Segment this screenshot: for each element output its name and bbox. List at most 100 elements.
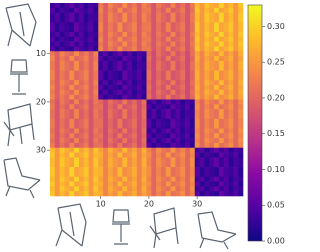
heatmap-cell — [141, 70, 147, 76]
heatmap-cell — [228, 171, 234, 177]
heatmap-cell — [59, 147, 65, 153]
heatmap-cell — [50, 65, 56, 71]
heatmap-cell — [189, 7, 196, 13]
heatmap-cell — [83, 123, 89, 129]
heatmap-cell — [209, 118, 215, 124]
heatmap-cell — [112, 191, 118, 197]
heatmap-cell — [50, 123, 56, 129]
heatmap-cell — [165, 89, 171, 95]
heatmap-cell — [112, 123, 118, 129]
heatmap-cell — [122, 123, 128, 129]
heatmap-cell — [127, 7, 133, 13]
heatmap-cell — [132, 12, 138, 18]
heatmap-cell — [238, 123, 244, 129]
heatmap-cell — [151, 27, 157, 33]
heatmap-cell — [156, 162, 162, 168]
heatmap-cell — [199, 167, 205, 173]
heatmap-cell — [54, 162, 60, 168]
heatmap-cell — [69, 186, 75, 192]
heatmap-cell — [189, 147, 196, 153]
heatmap-cell — [78, 118, 85, 124]
heatmap-cell — [107, 17, 114, 23]
heatmap-cell — [185, 75, 191, 81]
heatmap-cell — [151, 162, 157, 168]
heatmap-cell — [122, 152, 128, 158]
heatmap-cell — [223, 56, 229, 62]
heatmap-cell — [107, 162, 114, 168]
heatmap-cell — [160, 162, 167, 168]
heatmap-cell — [214, 191, 220, 197]
heatmap-cell — [112, 157, 118, 163]
heatmap-cell — [228, 31, 234, 38]
heatmap-cell — [156, 191, 162, 197]
heatmap-cell — [209, 36, 215, 42]
heatmap-cell — [165, 56, 171, 62]
heatmap-cell — [117, 12, 123, 18]
heatmap-cell — [69, 128, 75, 134]
heatmap-cell — [185, 113, 191, 120]
heatmap-cell — [233, 128, 239, 134]
heatmap-cell — [160, 75, 167, 81]
heatmap-cell — [204, 41, 210, 47]
heatmap-cell — [214, 99, 220, 105]
heatmap-cell — [146, 104, 152, 110]
heatmap-cell — [151, 99, 157, 105]
heatmap-cell — [93, 60, 99, 67]
heatmap-cell — [146, 167, 152, 173]
heatmap-cell — [214, 60, 220, 67]
heatmap-cell — [141, 31, 147, 38]
heatmap-cell — [54, 46, 60, 52]
heatmap-cell — [228, 70, 234, 76]
heatmap-cell — [78, 46, 85, 52]
heatmap-cell — [107, 147, 114, 153]
heatmap-cell — [185, 109, 191, 115]
heatmap-cell — [136, 27, 142, 33]
heatmap-cell — [204, 113, 210, 120]
heatmap-cell — [209, 152, 215, 158]
heatmap-cell — [218, 113, 224, 120]
heatmap-cell — [199, 27, 205, 33]
heatmap-cell — [146, 31, 152, 38]
heatmap-cell — [228, 167, 234, 173]
heatmap-cell — [107, 99, 114, 105]
heatmap-cell — [50, 113, 56, 120]
heatmap-cell — [233, 51, 239, 57]
heatmap-cell — [107, 51, 114, 57]
heatmap-cell — [78, 80, 85, 86]
heatmap-cell — [204, 85, 210, 91]
heatmap-cell — [136, 186, 142, 192]
heatmap-cell — [218, 31, 224, 38]
heatmap-cell — [103, 99, 109, 105]
heatmap-cell — [218, 104, 224, 110]
heatmap-cell — [189, 99, 196, 105]
heatmap-cell — [199, 85, 205, 91]
heatmap-cell — [112, 162, 118, 168]
heatmap-cell — [175, 133, 181, 139]
heatmap-cell — [180, 85, 186, 91]
heatmap-cell — [223, 3, 229, 9]
heatmap-cell — [78, 181, 85, 187]
heatmap-cell — [180, 162, 186, 168]
heatmap-cell — [112, 152, 118, 158]
heatmap-cell — [185, 181, 191, 187]
heatmap-cell — [88, 3, 94, 9]
heatmap-cell — [151, 56, 157, 62]
heatmap-cell — [132, 109, 138, 115]
heatmap-cell — [170, 31, 176, 38]
heatmap-cell — [204, 17, 210, 23]
heatmap-cell — [238, 181, 244, 187]
heatmap-cell — [93, 46, 99, 52]
heatmap-cell — [107, 31, 114, 38]
heatmap-cell — [228, 41, 234, 47]
heatmap-cell — [185, 56, 191, 62]
heatmap-cell — [50, 104, 56, 110]
heatmap-cell — [233, 65, 239, 71]
heatmap-cell — [132, 152, 138, 158]
heatmap-cell — [88, 22, 94, 28]
heatmap-cell — [69, 56, 75, 62]
heatmap-cell — [103, 60, 109, 67]
heatmap-cell — [122, 167, 128, 173]
heatmap-cell — [122, 65, 128, 71]
heatmap-cell — [64, 142, 70, 149]
heatmap-cell — [233, 36, 239, 42]
